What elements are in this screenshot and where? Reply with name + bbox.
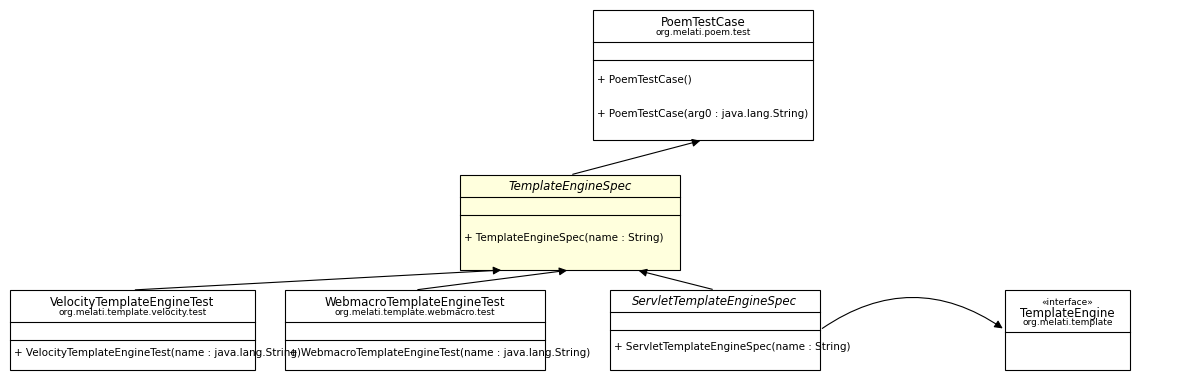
Text: + PoemTestCase(arg0 : java.lang.String): + PoemTestCase(arg0 : java.lang.String) [597,109,808,119]
Text: + PoemTestCase(): + PoemTestCase() [597,74,692,84]
Text: «interface»: «interface» [1041,298,1093,307]
Text: + WebmacroTemplateEngineTest(name : java.lang.String): + WebmacroTemplateEngineTest(name : java… [288,348,590,358]
Bar [610,290,820,370]
Bar [1005,290,1130,370]
Bar [9,290,255,370]
Bar [285,290,545,370]
Text: org.melati.template.velocity.test: org.melati.template.velocity.test [58,308,207,317]
Text: TemplateEngine: TemplateEngine [1020,307,1115,320]
Bar [594,10,813,140]
Text: PoemTestCase: PoemTestCase [661,16,745,29]
Text: org.melati.template.webmacro.test: org.melati.template.webmacro.test [335,308,495,317]
Text: ServletTemplateEngineSpec: ServletTemplateEngineSpec [633,295,798,308]
Text: + TemplateEngineSpec(name : String): + TemplateEngineSpec(name : String) [464,233,664,243]
Text: org.melati.template: org.melati.template [1022,318,1112,327]
Text: + ServletTemplateEngineSpec(name : String): + ServletTemplateEngineSpec(name : Strin… [614,342,851,352]
Text: + VelocityTemplateEngineTest(name : java.lang.String): + VelocityTemplateEngineTest(name : java… [14,348,301,358]
Text: VelocityTemplateEngineTest: VelocityTemplateEngineTest [50,296,215,309]
Text: TemplateEngineSpec: TemplateEngineSpec [508,180,631,193]
Text: WebmacroTemplateEngineTest: WebmacroTemplateEngineTest [325,296,506,309]
Bar [461,175,680,270]
Text: org.melati.poem.test: org.melati.poem.test [655,28,750,37]
